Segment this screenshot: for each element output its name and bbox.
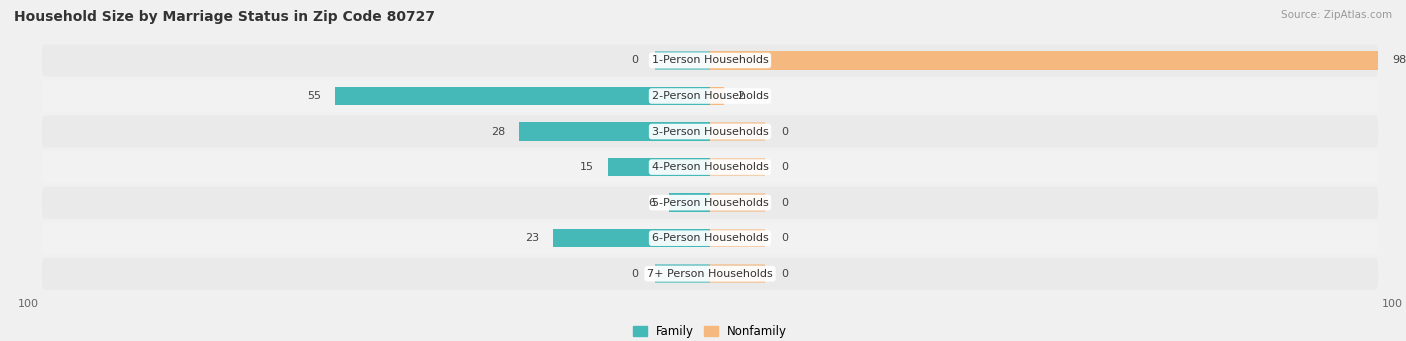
Bar — [710, 265, 765, 283]
Bar — [710, 193, 765, 212]
Text: 3-Person Households: 3-Person Households — [651, 127, 769, 136]
Text: Household Size by Marriage Status in Zip Code 80727: Household Size by Marriage Status in Zip… — [14, 10, 434, 24]
FancyBboxPatch shape — [42, 187, 1378, 219]
Bar — [607, 158, 710, 176]
Bar — [710, 158, 765, 176]
FancyBboxPatch shape — [42, 116, 1378, 148]
FancyBboxPatch shape — [42, 258, 1378, 290]
Text: Source: ZipAtlas.com: Source: ZipAtlas.com — [1281, 10, 1392, 20]
Text: 6-Person Households: 6-Person Households — [651, 233, 769, 243]
Bar — [710, 87, 724, 105]
Bar — [710, 51, 1378, 70]
Text: 55: 55 — [308, 91, 322, 101]
Bar — [669, 193, 710, 212]
Bar — [710, 229, 765, 248]
FancyBboxPatch shape — [42, 151, 1378, 183]
Text: 6: 6 — [648, 198, 655, 208]
Bar — [553, 229, 710, 248]
Bar — [710, 122, 765, 141]
Text: 0: 0 — [782, 162, 789, 172]
FancyBboxPatch shape — [42, 80, 1378, 112]
Text: 5-Person Households: 5-Person Households — [651, 198, 769, 208]
Bar — [655, 265, 710, 283]
Bar — [519, 122, 710, 141]
Text: 23: 23 — [526, 233, 540, 243]
Text: 0: 0 — [782, 233, 789, 243]
Text: 0: 0 — [782, 127, 789, 136]
FancyBboxPatch shape — [42, 222, 1378, 254]
Text: 0: 0 — [631, 56, 638, 65]
Text: 1-Person Households: 1-Person Households — [651, 56, 769, 65]
Text: 4-Person Households: 4-Person Households — [651, 162, 769, 172]
Text: 0: 0 — [782, 269, 789, 279]
Text: 98: 98 — [1392, 56, 1406, 65]
Text: 2-Person Households: 2-Person Households — [651, 91, 769, 101]
Bar — [655, 51, 710, 70]
Bar — [335, 87, 710, 105]
Text: 0: 0 — [782, 198, 789, 208]
Text: 0: 0 — [631, 269, 638, 279]
Legend: Family, Nonfamily: Family, Nonfamily — [628, 321, 792, 341]
FancyBboxPatch shape — [42, 44, 1378, 76]
Text: 28: 28 — [491, 127, 506, 136]
Text: 7+ Person Households: 7+ Person Households — [647, 269, 773, 279]
Text: 15: 15 — [581, 162, 595, 172]
Text: 2: 2 — [737, 91, 744, 101]
